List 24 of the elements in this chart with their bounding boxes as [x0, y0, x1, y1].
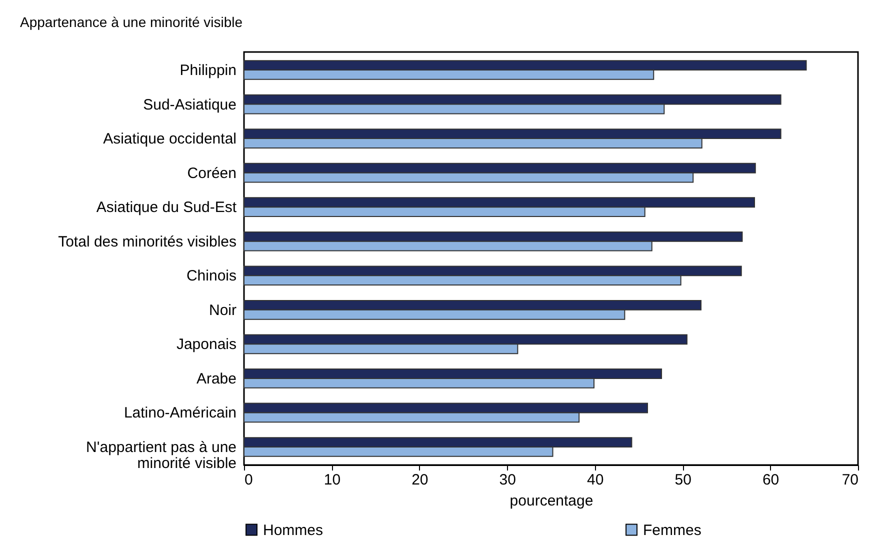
y-tick-label: Arabe: [196, 370, 236, 388]
x-tick-label: 10: [324, 472, 341, 488]
legend-label: Hommes: [263, 522, 324, 539]
legend-label: Femmes: [643, 522, 702, 539]
x-tick-label: 70: [842, 472, 858, 488]
x-tick-label: 60: [762, 472, 780, 488]
y-tick-label: Asiatique occidental: [103, 130, 236, 148]
text: Appartenance à une minorité visible: [20, 14, 243, 30]
y-tick-label: Total des minorités visibles: [58, 233, 236, 250]
y-tick-label: Japonais: [176, 336, 236, 354]
y-tick-label: Chinois: [186, 268, 236, 285]
y-tick-label: Coréen: [187, 164, 236, 182]
x-tick-label: 40: [587, 472, 604, 488]
x-tick-label: 50: [674, 472, 692, 488]
x-tick-label: 0: [244, 472, 253, 488]
y-tick-label: Asiatique du Sud-Est: [96, 199, 238, 216]
y-tick-label: Latino-Américain: [124, 404, 236, 422]
y-tick-label: Noir: [208, 302, 236, 319]
y-tick-label: N'appartient pas à une minorité visible: [86, 439, 236, 472]
y-tick-label: Philippin: [180, 62, 236, 79]
y-tick-label: Sud-Asiatique: [143, 96, 236, 114]
x-tick-label: 20: [412, 472, 428, 488]
x-tick-label: 30: [499, 472, 516, 488]
x-axis-title: pourcentage: [510, 492, 594, 510]
